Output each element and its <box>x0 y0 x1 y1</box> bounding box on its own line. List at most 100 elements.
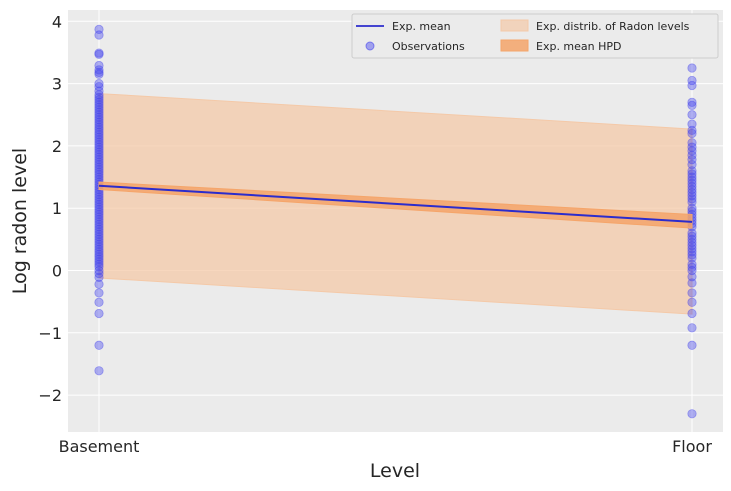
observation-point-basement-52 <box>94 192 104 202</box>
legend-hpd-label: Exp. mean HPD <box>536 40 622 53</box>
observation-point-basement-40 <box>94 162 104 172</box>
observation-point-basement-89 <box>94 366 104 376</box>
observation-point-basement-17 <box>94 105 104 115</box>
observation-point-basement-30 <box>94 137 104 147</box>
observation-point-floor-26 <box>687 203 697 213</box>
hpd-band <box>98 181 693 229</box>
observation-point-floor-15 <box>687 166 697 176</box>
observation-point-basement-4 <box>94 60 104 71</box>
legend-hpd-swatch <box>500 39 529 52</box>
observation-point-floor-45 <box>687 272 697 282</box>
observation-point-basement-21 <box>94 115 104 125</box>
observation-point-basement-66 <box>94 227 104 237</box>
observation-point-floor-10 <box>687 142 697 152</box>
observation-point-basement-37 <box>94 155 104 165</box>
observation-point-basement-62 <box>94 217 104 227</box>
observation-point-basement-41 <box>94 164 104 175</box>
observation-point-basement-85 <box>94 288 104 298</box>
observation-point-floor-48 <box>687 297 697 307</box>
legend-observations-label: Observations <box>392 40 465 53</box>
observation-point-basement-73 <box>94 244 104 254</box>
observations-layer <box>94 24 697 419</box>
observation-point-floor-50 <box>687 323 697 333</box>
observation-point-floor-25 <box>687 197 697 207</box>
observation-point-basement-82 <box>94 269 104 279</box>
observation-point-basement-70 <box>94 237 104 247</box>
observation-point-basement-84 <box>94 279 104 289</box>
observation-point-basement-42 <box>94 167 104 177</box>
observation-point-floor-4 <box>687 100 697 111</box>
x-tick-label-floor: Floor <box>672 437 712 456</box>
observation-point-basement-33 <box>94 145 104 155</box>
observation-point-floor-22 <box>687 188 697 198</box>
observation-point-basement-67 <box>94 229 104 239</box>
observation-point-basement-64 <box>94 222 104 232</box>
observation-point-floor-47 <box>687 288 697 298</box>
observation-point-basement-0 <box>94 24 104 34</box>
hpd-band-layer <box>98 181 693 229</box>
observation-point-basement-57 <box>94 204 104 215</box>
observation-point-basement-14 <box>94 97 104 107</box>
observation-point-basement-12 <box>94 92 104 102</box>
observation-point-basement-9 <box>94 82 104 92</box>
observation-point-basement-44 <box>94 172 104 182</box>
observation-point-basement-20 <box>94 112 104 122</box>
observation-point-basement-29 <box>94 135 104 145</box>
observation-point-floor-42 <box>687 259 697 269</box>
x-tick-label-basement: Basement <box>59 437 140 456</box>
observation-point-floor-20 <box>687 181 697 191</box>
observation-point-basement-7 <box>94 69 104 79</box>
observation-point-basement-19 <box>94 110 104 120</box>
y-tick-label-5: 3 <box>52 75 62 94</box>
observation-point-basement-74 <box>94 247 104 257</box>
observation-point-basement-6 <box>94 67 104 77</box>
legend-box <box>351 13 719 59</box>
legend-distribution-swatch <box>500 19 529 32</box>
y-tick-label-2: 0 <box>52 262 62 281</box>
observation-point-floor-13 <box>687 155 697 165</box>
observation-point-basement-11 <box>94 90 104 100</box>
observation-point-basement-65 <box>94 224 104 234</box>
observation-point-basement-2 <box>94 48 104 58</box>
observation-point-floor-0 <box>687 63 697 73</box>
observation-point-basement-39 <box>94 159 104 170</box>
observation-point-floor-9 <box>687 138 697 148</box>
observation-point-floor-23 <box>687 191 697 201</box>
legend-observations-swatch <box>365 41 375 51</box>
observation-point-floor-44 <box>687 265 697 276</box>
observation-point-floor-6 <box>687 119 697 129</box>
observation-point-floor-12 <box>687 150 697 160</box>
legend-mean-label: Exp. mean <box>392 20 451 33</box>
observation-point-floor-40 <box>687 250 697 260</box>
mean-line <box>98 184 693 223</box>
observation-point-floor-35 <box>687 234 697 244</box>
y-tick-label-6: 4 <box>52 12 62 31</box>
observation-point-basement-13 <box>94 95 104 105</box>
observation-point-basement-15 <box>94 100 104 110</box>
observation-point-basement-23 <box>94 120 104 130</box>
observation-point-basement-61 <box>94 214 104 225</box>
legend: Exp. mean Observations Exp. distrib. of … <box>351 13 719 59</box>
observation-point-floor-7 <box>687 125 697 135</box>
observation-point-basement-75 <box>94 249 104 259</box>
observation-point-basement-53 <box>94 194 104 205</box>
observation-point-basement-24 <box>94 122 104 132</box>
observation-point-basement-63 <box>94 219 104 229</box>
legend-distribution-label: Exp. distrib. of Radon levels <box>536 20 690 33</box>
observation-point-basement-31 <box>94 140 104 150</box>
observation-point-floor-34 <box>687 231 697 241</box>
observation-point-floor-3 <box>687 97 697 107</box>
observation-point-basement-58 <box>94 207 104 217</box>
mean-line-layer <box>98 184 693 223</box>
observation-point-basement-10 <box>94 86 104 96</box>
observation-point-floor-33 <box>687 228 697 238</box>
observation-point-basement-60 <box>94 212 104 222</box>
observation-point-basement-77 <box>94 254 104 264</box>
observation-point-basement-71 <box>94 239 104 249</box>
y-tick-labels: −2 −1 0 1 2 3 4 <box>38 12 62 405</box>
observation-point-floor-16 <box>687 169 697 179</box>
observation-point-basement-79 <box>94 259 104 269</box>
observation-point-basement-43 <box>94 169 104 180</box>
observation-point-basement-28 <box>94 132 104 142</box>
